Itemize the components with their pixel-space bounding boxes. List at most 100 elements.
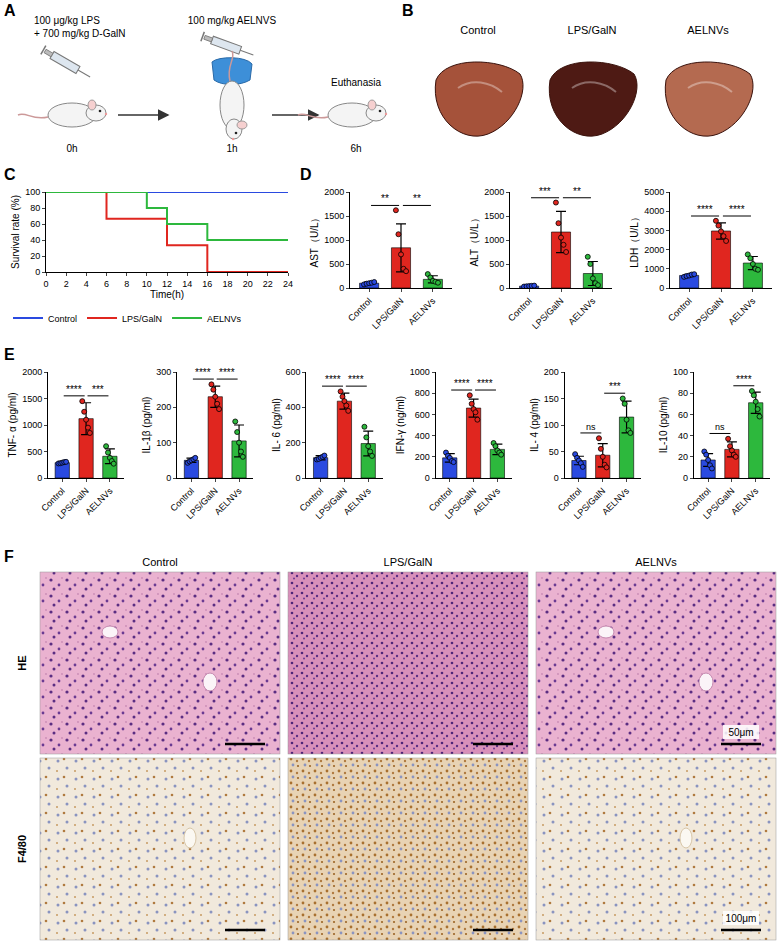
svg-text:ns: ns xyxy=(586,422,596,432)
svg-text:5000: 5000 xyxy=(644,187,664,197)
svg-text:100 μg/kg LPS: 100 μg/kg LPS xyxy=(34,15,100,26)
svg-text:Control: Control xyxy=(48,314,77,324)
svg-text:24: 24 xyxy=(283,279,293,289)
svg-text:80: 80 xyxy=(30,203,40,213)
svg-text:AELNVs: AELNVs xyxy=(471,485,502,516)
svg-text:****: **** xyxy=(454,378,470,389)
svg-text:****: **** xyxy=(195,367,211,378)
svg-text:Control: Control xyxy=(298,486,326,514)
svg-text:0: 0 xyxy=(43,279,48,289)
svg-text:0: 0 xyxy=(166,473,171,483)
svg-text:Time(h): Time(h) xyxy=(150,289,184,300)
svg-text:****: **** xyxy=(325,374,341,385)
svg-text:20: 20 xyxy=(243,279,253,289)
svg-text:ns: ns xyxy=(715,422,725,432)
svg-text:50: 50 xyxy=(549,447,559,457)
svg-text:6h: 6h xyxy=(350,143,361,154)
svg-text:8: 8 xyxy=(124,279,129,289)
svg-text:60: 60 xyxy=(678,410,688,420)
svg-text:1500: 1500 xyxy=(324,211,344,221)
svg-text:****: **** xyxy=(477,378,493,389)
svg-text:AELNVs: AELNVs xyxy=(406,295,437,326)
svg-text:500: 500 xyxy=(27,447,42,457)
svg-text:1000: 1000 xyxy=(324,235,344,245)
svg-text:**: ** xyxy=(381,193,389,204)
svg-text:AELNVs: AELNVs xyxy=(600,485,631,516)
svg-text:D: D xyxy=(300,166,312,183)
svg-text:40: 40 xyxy=(30,235,40,245)
svg-text:500: 500 xyxy=(329,259,344,269)
svg-text:**: ** xyxy=(413,193,421,204)
svg-text:200: 200 xyxy=(156,402,171,412)
svg-text:200: 200 xyxy=(544,367,559,377)
svg-text:Control: Control xyxy=(460,24,495,36)
svg-text:0: 0 xyxy=(35,267,40,277)
svg-text:200: 200 xyxy=(286,438,301,448)
svg-text:12: 12 xyxy=(162,279,172,289)
svg-text:AELNVs: AELNVs xyxy=(635,556,677,568)
svg-text:100: 100 xyxy=(25,187,40,197)
svg-text:0: 0 xyxy=(37,473,42,483)
svg-text:***: *** xyxy=(539,186,551,197)
svg-text:LDH（U/L）: LDH（U/L） xyxy=(629,212,640,268)
svg-text:0: 0 xyxy=(554,473,559,483)
svg-text:Control: Control xyxy=(506,296,534,324)
svg-text:C: C xyxy=(4,166,16,183)
svg-text:LPS/GalN: LPS/GalN xyxy=(55,486,90,521)
svg-text:1000: 1000 xyxy=(484,235,504,245)
svg-text:0: 0 xyxy=(499,283,504,293)
svg-text:LPS/GalN: LPS/GalN xyxy=(122,314,162,324)
svg-text:16: 16 xyxy=(202,279,212,289)
svg-text:2000: 2000 xyxy=(644,245,664,255)
svg-text:LPS/GalN: LPS/GalN xyxy=(690,296,725,331)
svg-text:40: 40 xyxy=(678,431,688,441)
svg-text:100: 100 xyxy=(544,420,559,430)
svg-text:AELNVs: AELNVs xyxy=(213,485,244,516)
svg-text:AELNVs: AELNVs xyxy=(566,295,597,326)
svg-text:0: 0 xyxy=(339,283,344,293)
svg-text:0: 0 xyxy=(659,283,664,293)
svg-text:LPS/GalN: LPS/GalN xyxy=(370,296,405,331)
svg-text:E: E xyxy=(4,346,15,363)
svg-text:0: 0 xyxy=(683,473,688,483)
svg-text:HE: HE xyxy=(16,655,28,670)
svg-text:ALT（U/L）: ALT（U/L） xyxy=(469,213,480,266)
svg-text:IL-1β (pg/ml): IL-1β (pg/ml) xyxy=(141,397,152,454)
svg-text:1h: 1h xyxy=(226,143,237,154)
svg-text:14: 14 xyxy=(182,279,192,289)
svg-text:****: **** xyxy=(66,384,82,395)
svg-text:****: **** xyxy=(736,374,752,385)
svg-text:***: *** xyxy=(92,384,104,395)
svg-text:LPS/GalN: LPS/GalN xyxy=(572,486,607,521)
svg-text:TNF- α (pg/ml): TNF- α (pg/ml) xyxy=(7,392,18,457)
svg-text:IFN-γ (ng/ml): IFN-γ (ng/ml) xyxy=(395,396,406,454)
svg-text:LPS/GalN: LPS/GalN xyxy=(701,486,736,521)
svg-text:100: 100 xyxy=(156,438,171,448)
svg-text:0h: 0h xyxy=(66,143,77,154)
svg-text:300: 300 xyxy=(156,367,171,377)
svg-text:200: 200 xyxy=(415,452,430,462)
svg-text:80: 80 xyxy=(678,388,688,398)
svg-text:20: 20 xyxy=(30,251,40,261)
svg-text:IL- 6 (pg/ml): IL- 6 (pg/ml) xyxy=(271,398,282,452)
svg-text:4: 4 xyxy=(84,279,89,289)
svg-text:400: 400 xyxy=(415,431,430,441)
svg-text:AELNVs: AELNVs xyxy=(207,314,242,324)
svg-text:***: *** xyxy=(609,381,621,392)
svg-text:AELNVs: AELNVs xyxy=(342,485,373,516)
svg-text:+ 700 mg/kg D-GalN: + 700 mg/kg D-GalN xyxy=(34,28,125,39)
svg-text:600: 600 xyxy=(286,367,301,377)
svg-text:500: 500 xyxy=(489,259,504,269)
svg-text:IL- 4 (pg/ml): IL- 4 (pg/ml) xyxy=(529,398,540,452)
svg-text:20: 20 xyxy=(678,452,688,462)
svg-text:AST（U/L）: AST（U/L） xyxy=(309,212,320,267)
svg-text:22: 22 xyxy=(263,279,273,289)
svg-text:18: 18 xyxy=(222,279,232,289)
svg-text:1000: 1000 xyxy=(22,420,42,430)
svg-text:2000: 2000 xyxy=(484,187,504,197)
svg-text:Survival rate (%): Survival rate (%) xyxy=(10,195,21,269)
svg-text:0: 0 xyxy=(425,473,430,483)
svg-text:100 mg/kg AELNVS: 100 mg/kg AELNVS xyxy=(188,15,277,26)
svg-text:LPS/GalN: LPS/GalN xyxy=(384,556,433,568)
svg-text:LPS/GalN: LPS/GalN xyxy=(314,486,349,521)
